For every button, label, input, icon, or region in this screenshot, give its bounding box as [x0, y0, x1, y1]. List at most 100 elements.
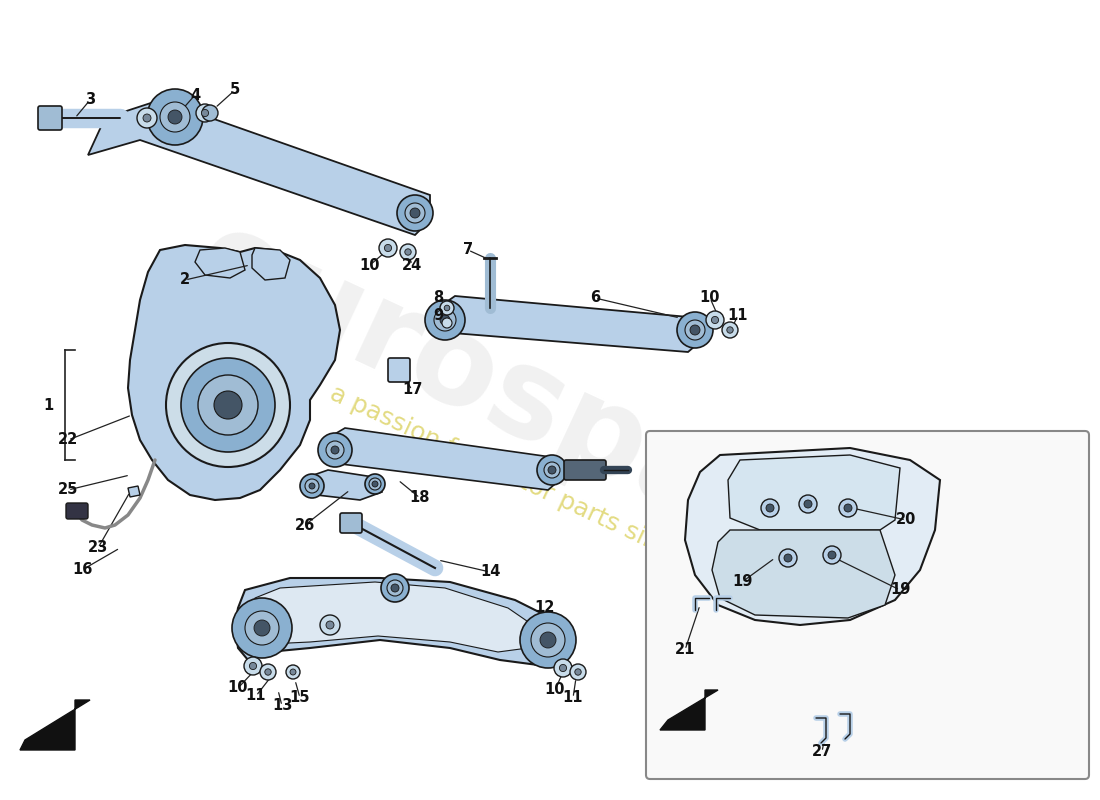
- Text: 21: 21: [674, 642, 695, 658]
- Circle shape: [286, 665, 300, 679]
- Circle shape: [365, 474, 385, 494]
- Circle shape: [397, 195, 433, 231]
- Circle shape: [244, 657, 262, 675]
- FancyBboxPatch shape: [340, 513, 362, 533]
- Polygon shape: [324, 428, 562, 490]
- Circle shape: [232, 598, 292, 658]
- Circle shape: [168, 110, 182, 124]
- Circle shape: [410, 208, 420, 218]
- Circle shape: [245, 611, 279, 645]
- Circle shape: [823, 546, 842, 564]
- Circle shape: [440, 301, 454, 315]
- Polygon shape: [712, 530, 895, 618]
- Circle shape: [676, 312, 713, 348]
- Text: 20: 20: [895, 513, 916, 527]
- FancyBboxPatch shape: [646, 431, 1089, 779]
- Circle shape: [250, 662, 256, 670]
- Circle shape: [372, 481, 378, 487]
- Circle shape: [254, 620, 270, 636]
- Circle shape: [434, 309, 456, 331]
- Text: eurospares: eurospares: [176, 198, 944, 642]
- Circle shape: [548, 466, 556, 474]
- Circle shape: [784, 554, 792, 562]
- Polygon shape: [728, 455, 900, 530]
- Text: 14: 14: [480, 565, 501, 579]
- Text: 23: 23: [88, 541, 108, 555]
- Circle shape: [368, 478, 381, 490]
- FancyBboxPatch shape: [388, 358, 410, 382]
- Circle shape: [305, 479, 319, 493]
- Text: 7: 7: [463, 242, 473, 258]
- Circle shape: [560, 664, 566, 672]
- Text: 13: 13: [272, 698, 293, 714]
- Circle shape: [690, 325, 700, 335]
- Circle shape: [828, 551, 836, 559]
- Text: 11: 11: [728, 307, 748, 322]
- Circle shape: [685, 320, 705, 340]
- Text: 19: 19: [890, 582, 910, 598]
- Polygon shape: [128, 245, 340, 500]
- Text: 15: 15: [289, 690, 310, 706]
- Text: 22: 22: [58, 433, 78, 447]
- Circle shape: [143, 114, 151, 122]
- Circle shape: [201, 110, 209, 117]
- Circle shape: [405, 203, 425, 223]
- Circle shape: [260, 664, 276, 680]
- Circle shape: [712, 316, 718, 323]
- FancyBboxPatch shape: [564, 460, 606, 480]
- Circle shape: [727, 326, 734, 333]
- Circle shape: [400, 244, 416, 260]
- Circle shape: [844, 504, 852, 512]
- Text: 19: 19: [732, 574, 752, 590]
- Circle shape: [166, 343, 290, 467]
- Circle shape: [198, 375, 258, 435]
- Circle shape: [387, 580, 403, 596]
- Circle shape: [202, 105, 218, 121]
- Text: 3: 3: [85, 93, 95, 107]
- Circle shape: [575, 669, 581, 675]
- Text: 25: 25: [58, 482, 78, 498]
- Text: 6: 6: [590, 290, 601, 306]
- Circle shape: [839, 499, 857, 517]
- Polygon shape: [235, 578, 570, 665]
- Text: 26: 26: [295, 518, 315, 533]
- Circle shape: [265, 669, 272, 675]
- Circle shape: [440, 315, 450, 325]
- Text: 11: 11: [563, 690, 583, 706]
- Circle shape: [554, 659, 572, 677]
- Polygon shape: [88, 100, 430, 235]
- Polygon shape: [252, 248, 290, 280]
- Circle shape: [520, 612, 576, 668]
- Text: 1: 1: [43, 398, 53, 413]
- Text: 17: 17: [402, 382, 422, 398]
- Circle shape: [384, 245, 392, 251]
- Polygon shape: [305, 470, 382, 500]
- Text: 2: 2: [180, 273, 190, 287]
- Circle shape: [214, 391, 242, 419]
- Circle shape: [537, 455, 566, 485]
- Circle shape: [761, 499, 779, 517]
- Text: 8: 8: [433, 290, 443, 306]
- Circle shape: [766, 504, 774, 512]
- Text: 4: 4: [190, 87, 200, 102]
- Circle shape: [300, 474, 324, 498]
- Circle shape: [405, 249, 411, 255]
- Circle shape: [379, 239, 397, 257]
- Circle shape: [722, 322, 738, 338]
- Text: 5: 5: [230, 82, 240, 98]
- Circle shape: [138, 108, 157, 128]
- Circle shape: [544, 462, 560, 478]
- Text: 9: 9: [433, 307, 443, 322]
- Polygon shape: [20, 700, 90, 750]
- Circle shape: [425, 300, 465, 340]
- Text: 10: 10: [360, 258, 381, 273]
- Circle shape: [160, 102, 190, 132]
- Text: 18: 18: [409, 490, 430, 506]
- Circle shape: [309, 483, 315, 489]
- Circle shape: [706, 311, 724, 329]
- Circle shape: [444, 305, 450, 310]
- Polygon shape: [438, 296, 702, 352]
- Circle shape: [326, 621, 334, 629]
- Circle shape: [381, 574, 409, 602]
- Circle shape: [779, 549, 798, 567]
